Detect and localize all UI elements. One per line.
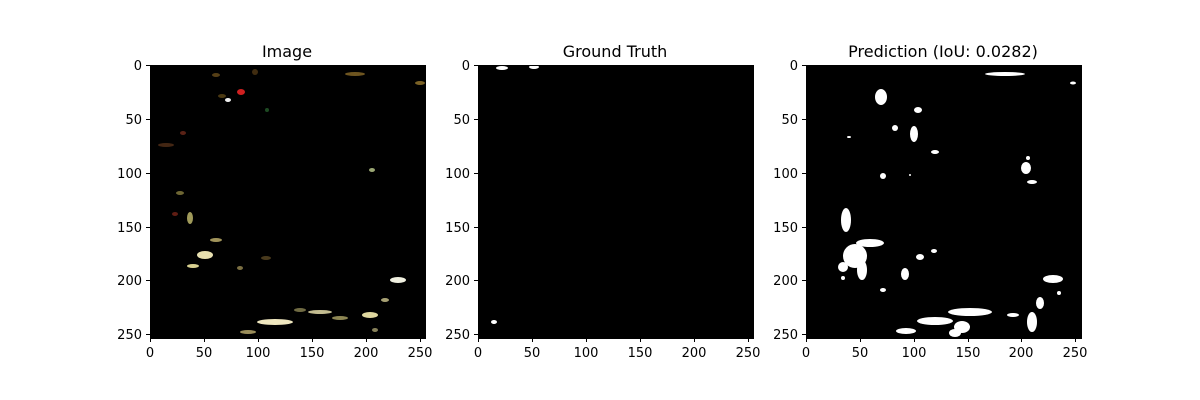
- x-tick-label: 0: [146, 346, 154, 361]
- panel-prediction-y-ticks: 0 50 100 150 200 250: [773, 59, 806, 343]
- y-tick-label: 100: [773, 167, 798, 182]
- y-tick-label: 150: [445, 221, 470, 236]
- prediction-area: [806, 65, 1081, 338]
- y-tick-label: 0: [134, 59, 142, 74]
- panel-image: Image: [117, 42, 432, 361]
- y-tick-label: 200: [445, 274, 470, 289]
- x-tick-label: 100: [246, 346, 271, 361]
- x-tick-label: 100: [574, 346, 599, 361]
- y-tick-label: 250: [773, 328, 798, 343]
- x-tick-label: 100: [902, 346, 927, 361]
- panel-image-x-ticks: 0 50 100 150 200 250: [146, 338, 433, 361]
- y-tick-label: 150: [773, 221, 798, 236]
- panel-prediction-frame: [806, 65, 1082, 339]
- x-tick-label: 200: [1009, 346, 1034, 361]
- y-tick-label: 200: [117, 274, 142, 289]
- x-tick-label: 150: [956, 346, 981, 361]
- x-tick-label: 200: [682, 346, 707, 361]
- y-tick-label: 50: [125, 113, 142, 128]
- panel-prediction-x-ticks: 0 50 100 150 200 250: [802, 338, 1088, 361]
- panel-ground-truth-y-ticks: 0 50 100 150 200 250: [445, 59, 478, 343]
- image-features: [158, 69, 425, 334]
- y-tick-label: 250: [445, 328, 470, 343]
- x-tick-label: 250: [408, 346, 433, 361]
- panel-prediction: Prediction (IoU: 0.0282): [773, 42, 1087, 361]
- x-tick-label: 50: [852, 346, 869, 361]
- panel-prediction-title: Prediction (IoU: 0.0282): [848, 42, 1038, 61]
- y-tick-label: 50: [453, 113, 470, 128]
- panel-image-y-ticks: 0 50 100 150 200 250: [117, 59, 150, 343]
- ground-truth-mask: [491, 65, 539, 324]
- x-tick-label: 0: [802, 346, 810, 361]
- x-tick-label: 200: [354, 346, 379, 361]
- panel-image-title: Image: [262, 42, 312, 61]
- ground-truth-area: [478, 65, 753, 338]
- y-tick-label: 0: [790, 59, 798, 74]
- x-tick-label: 250: [736, 346, 761, 361]
- y-tick-label: 250: [117, 328, 142, 343]
- panel-ground-truth-frame: [478, 65, 754, 339]
- x-tick-label: 150: [628, 346, 653, 361]
- panel-ground-truth-title: Ground Truth: [563, 42, 668, 61]
- y-tick-label: 0: [462, 59, 470, 74]
- y-tick-label: 100: [117, 167, 142, 182]
- panel-ground-truth-x-ticks: 0 50 100 150 200 250: [474, 338, 761, 361]
- y-tick-label: 50: [781, 113, 798, 128]
- x-tick-label: 50: [196, 346, 213, 361]
- y-tick-label: 200: [773, 274, 798, 289]
- x-tick-label: 250: [1063, 346, 1088, 361]
- panel-ground-truth: Ground Truth 0 50 100 150 200 250: [445, 42, 760, 361]
- prediction-mask: [838, 72, 1076, 337]
- panel-image-frame: [150, 65, 426, 339]
- x-tick-label: 150: [300, 346, 325, 361]
- y-tick-label: 150: [117, 221, 142, 236]
- x-tick-label: 50: [524, 346, 541, 361]
- x-tick-label: 0: [474, 346, 482, 361]
- y-tick-label: 100: [445, 167, 470, 182]
- image-area: [150, 65, 425, 338]
